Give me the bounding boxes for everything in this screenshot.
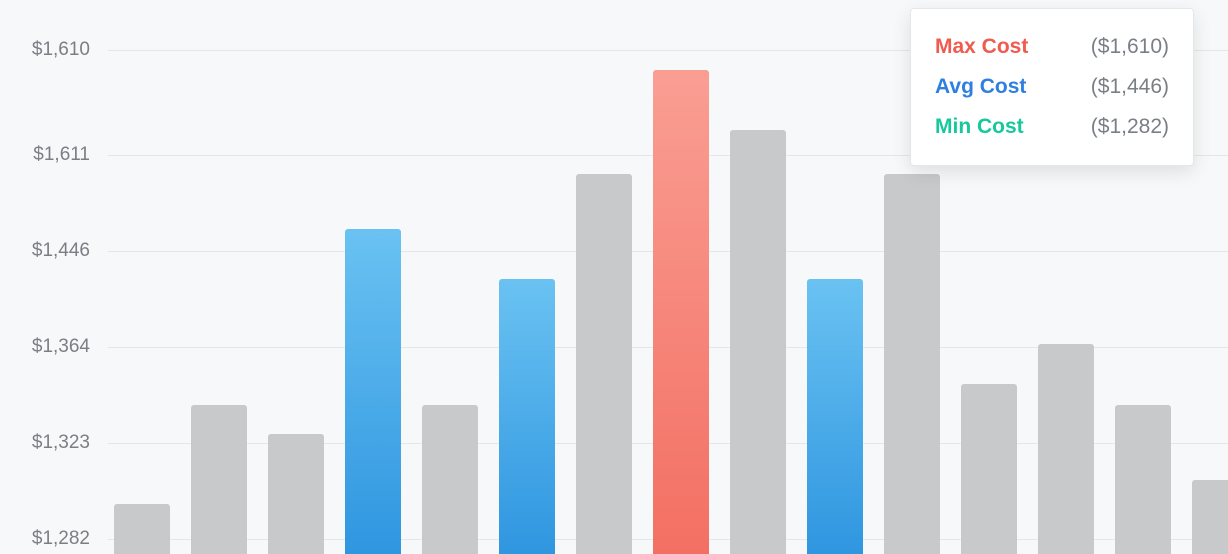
bar[interactable] — [114, 504, 170, 554]
bar[interactable] — [576, 174, 632, 554]
legend-value: ($1,610) — [1091, 35, 1169, 59]
bar[interactable] — [191, 405, 247, 554]
bar[interactable] — [961, 384, 1017, 554]
bar[interactable] — [422, 405, 478, 554]
y-axis-label: $1,611 — [0, 144, 100, 166]
y-axis-label: $1,446 — [0, 240, 100, 262]
bar[interactable] — [268, 434, 324, 554]
bar[interactable] — [653, 70, 709, 554]
bar[interactable] — [499, 279, 555, 554]
y-axis-label: $1,323 — [0, 432, 100, 454]
bar[interactable] — [730, 130, 786, 554]
y-axis-label: $1,610 — [0, 39, 100, 61]
bar[interactable] — [1192, 480, 1228, 554]
legend-label: Avg Cost — [935, 75, 1026, 99]
legend-row: Min Cost ($1,282) — [935, 107, 1169, 147]
cost-bar-chart: $1,610 $1,611 $1,446 $1,364 $1,323 $1,282 Max… — [0, 0, 1228, 554]
legend-value: ($1,282) — [1091, 115, 1169, 139]
legend-label: Min Cost — [935, 115, 1024, 139]
y-axis-label: $1,364 — [0, 336, 100, 358]
legend-row: Max Cost ($1,610) — [935, 27, 1169, 67]
bar[interactable] — [345, 229, 401, 554]
bar[interactable] — [884, 174, 940, 554]
bar[interactable] — [1115, 405, 1171, 554]
legend-label: Max Cost — [935, 35, 1028, 59]
legend-card: Max Cost ($1,610) Avg Cost ($1,446) Min Cost… — [910, 8, 1194, 166]
bar[interactable] — [807, 279, 863, 554]
y-axis-label: $1,282 — [0, 528, 100, 550]
legend-row: Avg Cost ($1,446) — [935, 67, 1169, 107]
legend-value: ($1,446) — [1091, 75, 1169, 99]
bar[interactable] — [1038, 344, 1094, 554]
